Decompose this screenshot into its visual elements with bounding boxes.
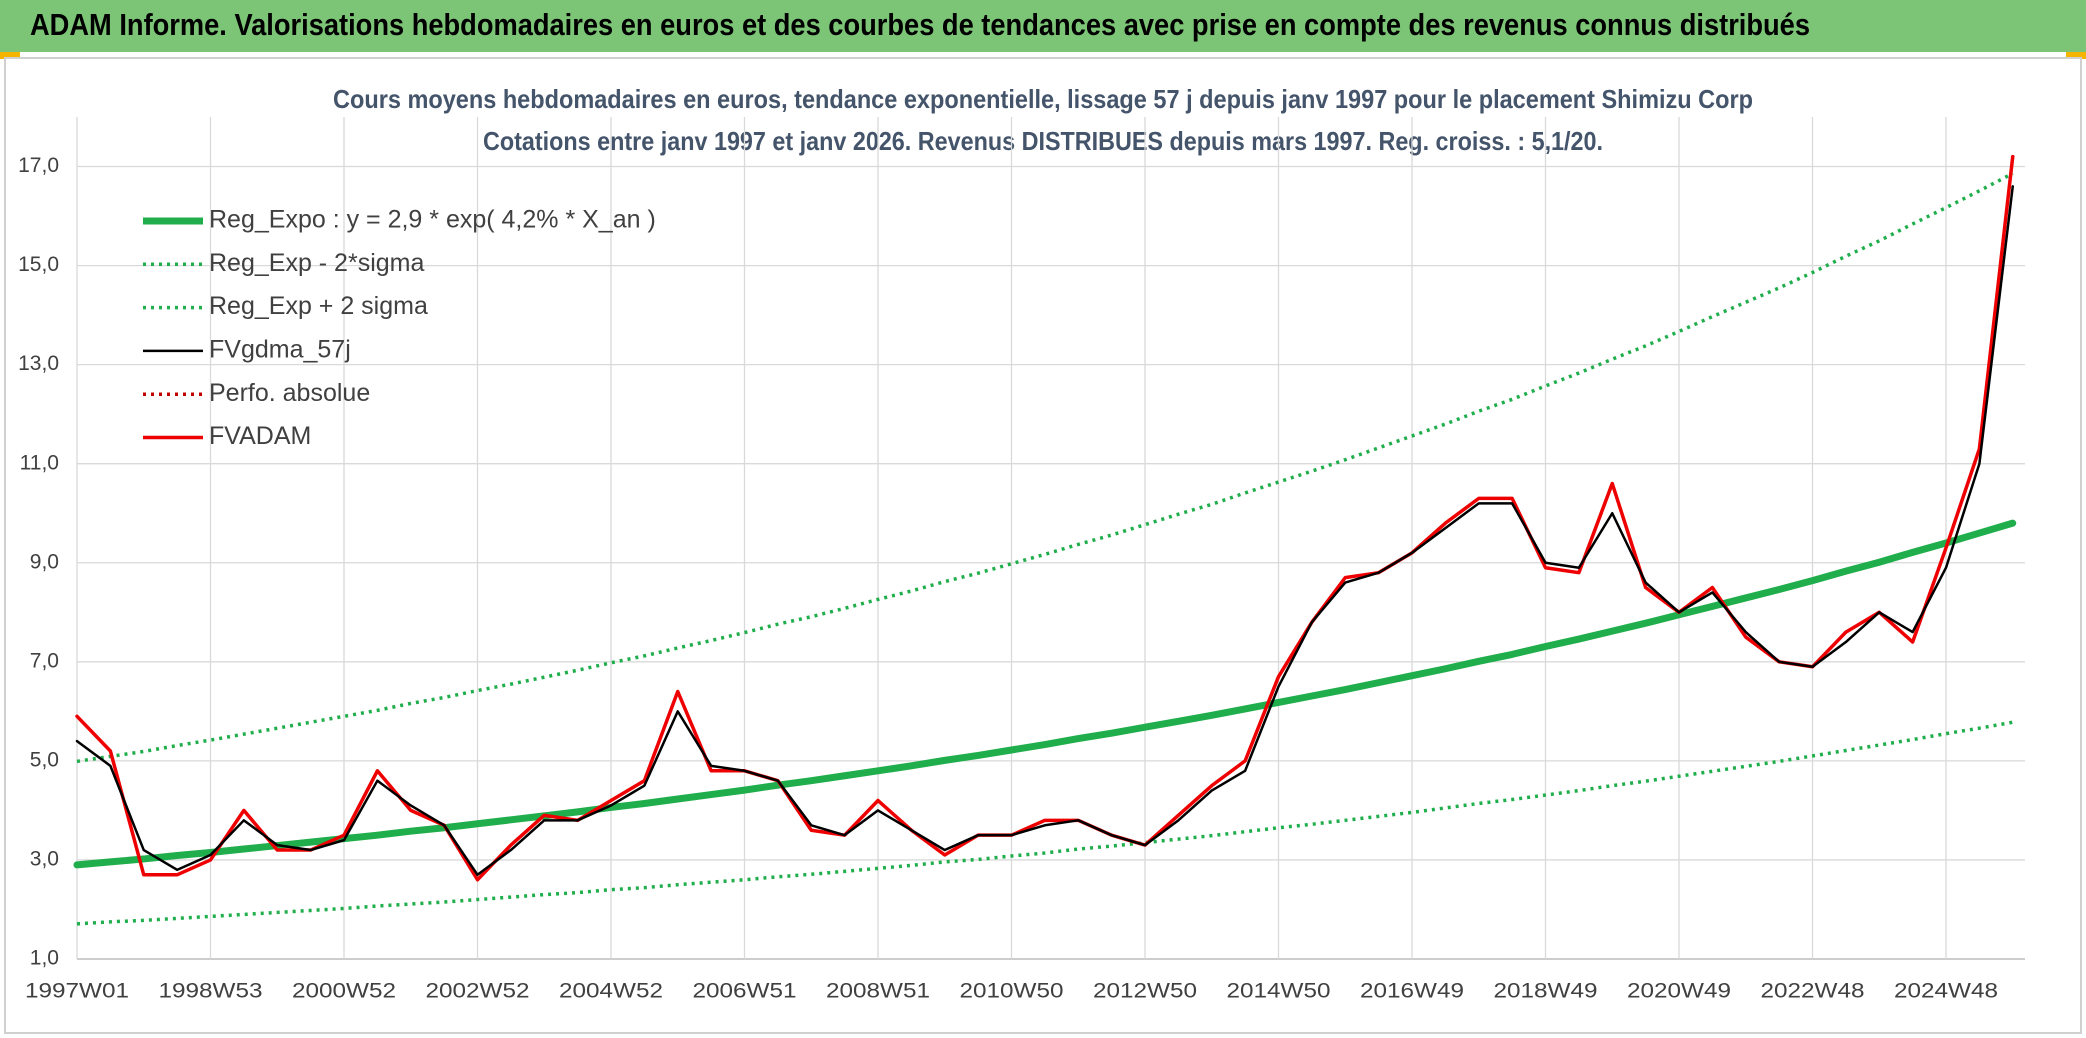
y-tick-label: 3,0 xyxy=(30,847,59,870)
x-tick-label: 2010W50 xyxy=(960,980,1064,1003)
y-tick-label: 9,0 xyxy=(30,550,59,573)
x-tick-label: 2014W50 xyxy=(1227,980,1331,1003)
y-tick-label: 11,0 xyxy=(20,451,59,474)
legend: Reg_Expo : y = 2,9 * exp( 4,2% * X_an ) R… xyxy=(143,206,656,450)
series-line xyxy=(75,185,2014,877)
y-tick-label: 15,0 xyxy=(18,253,59,276)
x-tick-label: 2008W51 xyxy=(826,980,930,1003)
x-tick-label: 2012W50 xyxy=(1093,980,1197,1003)
x-tick-label: 2020W49 xyxy=(1627,980,1731,1003)
x-tick-label: 2016W49 xyxy=(1360,980,1464,1003)
x-tick-label: 1997W01 xyxy=(25,980,129,1003)
legend-label: Reg_Exp - 2*sigma xyxy=(209,249,424,277)
legend-label: Reg_Exp + 2 sigma xyxy=(209,292,428,320)
series-line xyxy=(73,519,2017,869)
legend-label: Reg_Expo : y = 2,9 * exp( 4,2% * X_an ) xyxy=(209,206,656,234)
x-tick-label: 2018W49 xyxy=(1494,980,1598,1003)
y-tick-label: 5,0 xyxy=(30,748,59,771)
x-tick-label: 2006W51 xyxy=(693,980,797,1003)
x-tick-label: 2022W48 xyxy=(1761,980,1865,1003)
chart-frame xyxy=(4,57,2082,1034)
x-tick-label: 2024W48 xyxy=(1894,980,1998,1003)
y-tick-label: 1,0 xyxy=(30,947,59,970)
chart-title: Cours moyens hebdomadaires en euros, ten… xyxy=(333,84,1753,114)
x-tick-label: 2000W52 xyxy=(292,980,396,1003)
grid: 1,0 3,0 5,0 7,0 9,0 11,0 13,0 15,0 17,0 1997W01 19… xyxy=(18,117,2025,1003)
x-tick-label: 1998W53 xyxy=(159,980,263,1003)
corner-right xyxy=(2066,52,2086,59)
chart-subtitle: Cotations entre janv 1997 et janv 2026. … xyxy=(483,126,1603,156)
y-tick-label: 13,0 xyxy=(18,352,59,375)
banner xyxy=(0,0,2086,52)
banner-title: ADAM Informe. Valorisations hebdomadaire… xyxy=(30,7,1810,42)
x-tick-label: 2004W52 xyxy=(559,980,663,1003)
x-tick-label: 2002W52 xyxy=(426,980,530,1003)
corner-left xyxy=(0,52,20,59)
plot-lines xyxy=(73,154,2017,926)
y-tick-label: 7,0 xyxy=(30,649,59,672)
legend-label: FVADAM xyxy=(209,422,311,450)
legend-label: FVgdma_57j xyxy=(209,336,351,364)
series-line xyxy=(76,720,2014,926)
y-tick-label: 17,0 xyxy=(18,154,59,177)
legend-label: Perfo. absolue xyxy=(209,379,370,407)
